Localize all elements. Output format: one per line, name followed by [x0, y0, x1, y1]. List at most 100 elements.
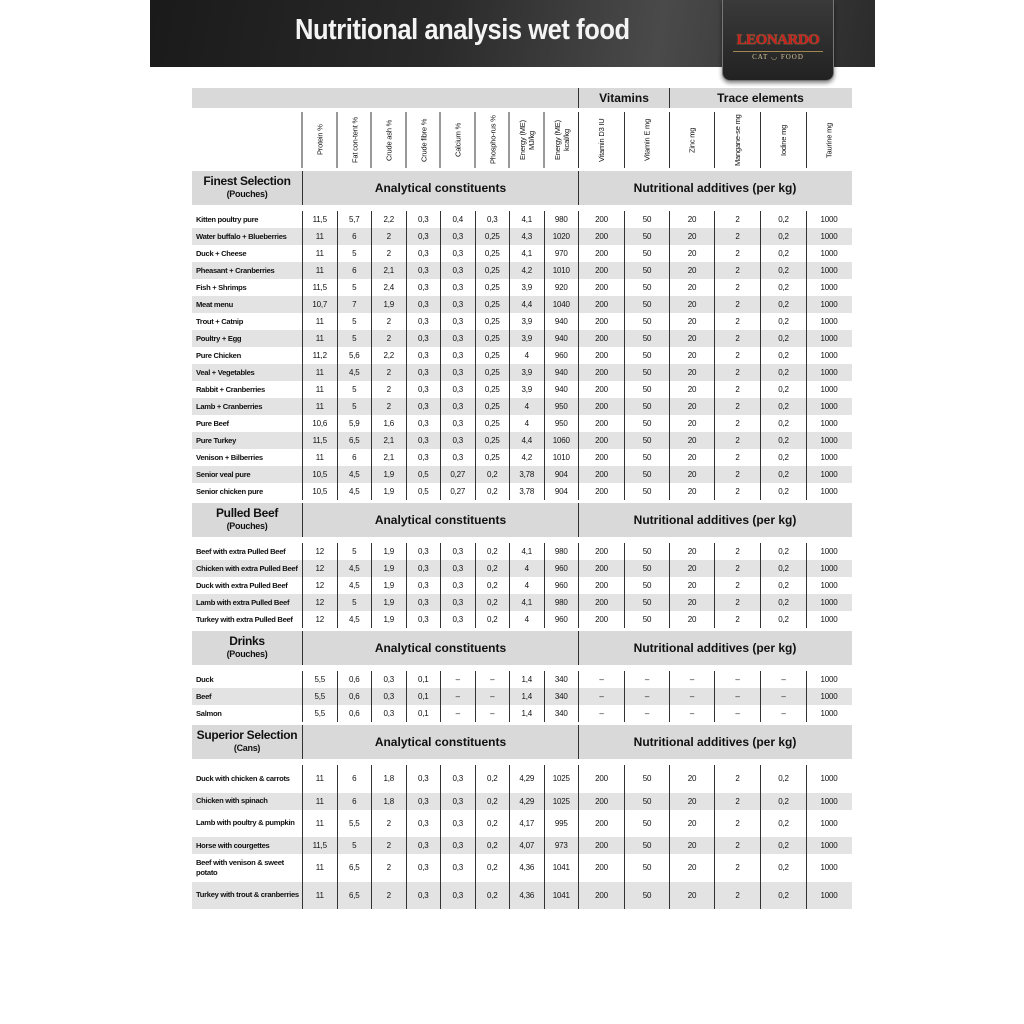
cell-value: 0,25	[474, 347, 510, 364]
cell-value: 50	[624, 854, 669, 882]
cell-value: 0,3	[405, 854, 441, 882]
table-row: Duck 5,5 0,6 0,3 0,1– –1,4 340– – – – –1000	[192, 671, 852, 688]
cell-value: 20	[669, 398, 714, 415]
column-header: Fat con-tent %	[336, 112, 371, 168]
column-header: Crude fibre %	[405, 112, 440, 168]
cell-value: 0,3	[371, 688, 406, 705]
cell-value: 4,36	[509, 881, 544, 909]
cell-value: 20	[669, 279, 714, 296]
product-name: Poultry + Egg	[196, 333, 242, 343]
cell-value: 20	[669, 313, 714, 330]
cell-value: 20	[669, 262, 714, 279]
cell-value: 200	[578, 881, 624, 909]
cell-value: 0,27	[440, 466, 475, 483]
section-title: Finest Selection	[203, 174, 291, 188]
cell-value: 0,3	[440, 594, 475, 611]
cell-value: –	[624, 671, 669, 688]
cell-value: 1,6	[371, 415, 406, 432]
cell-value: 50	[624, 364, 669, 381]
cell-value: 0,3	[405, 577, 441, 594]
cell-value: 0,2	[760, 211, 806, 228]
cell-value: 2	[714, 245, 760, 262]
nutritional-additives-label: Nutritional additives (per kg)	[578, 503, 851, 537]
cell-value: 2,1	[371, 432, 406, 449]
table-row: Pure Beef 10,6 5,9 1,6 0,3 0,3 0,25 4 950 200 50 20…	[192, 415, 852, 432]
cell-value: 5	[336, 543, 372, 560]
cell-value: 1,4	[509, 688, 544, 705]
cell-value: 0,25	[474, 381, 510, 398]
cell-value: 0,25	[474, 330, 510, 347]
product-name: Veal + Vegetables	[196, 367, 255, 377]
cell-value: 20	[669, 543, 714, 560]
section-title: Pulled Beef	[215, 506, 279, 520]
product-name: Horse with courgettes	[196, 840, 270, 850]
cell-value: 5	[336, 245, 372, 262]
cell-value: 1000	[806, 313, 851, 330]
cell-value: 0,3	[405, 228, 441, 245]
cell-value: 0,3	[405, 330, 441, 347]
cell-value: 0,3	[440, 313, 475, 330]
cell-value: 0,3	[440, 398, 475, 415]
cell-value: 0,25	[474, 364, 510, 381]
cell-value: 0,2	[760, 381, 806, 398]
cell-value: 340	[543, 688, 579, 705]
section-pack: (Cans)	[233, 743, 261, 753]
page-title: Nutritional analysis wet food	[295, 14, 630, 46]
cell-value: 1000	[806, 211, 851, 228]
cell-value: 2,1	[371, 262, 406, 279]
cell-value: 2	[371, 398, 406, 415]
cell-value: 0,2	[474, 594, 510, 611]
cell-value: 4,5	[336, 364, 372, 381]
cell-value: 5	[336, 279, 372, 296]
cell-value: 1020	[543, 228, 579, 245]
cell-value: –	[714, 688, 760, 705]
cell-value: 3,9	[509, 364, 544, 381]
table-row: Salmon 5,5 0,6 0,3 0,1– –1,4 340– – – – –1000	[192, 705, 852, 722]
product-name: Fish + Shrimps	[196, 282, 247, 292]
cell-value: 2,2	[371, 347, 406, 364]
cell-value: 4,1	[509, 245, 544, 262]
cell-value: 2,2	[371, 211, 406, 228]
cell-value: 2	[714, 296, 760, 313]
cell-value: 0,2	[760, 364, 806, 381]
cell-value: 2	[714, 854, 760, 882]
cell-value: 20	[669, 296, 714, 313]
cell-value: 200	[578, 466, 624, 483]
cell-value: 50	[624, 792, 669, 810]
cell-value: –	[578, 705, 624, 722]
cell-value: –	[714, 705, 760, 722]
cell-value: 1000	[806, 279, 851, 296]
cell-value: 50	[624, 809, 669, 837]
cell-value: 950	[543, 415, 579, 432]
cell-value: 0,2	[474, 560, 510, 577]
cell-value: 0,3	[440, 881, 475, 909]
cell-value: 2	[714, 765, 760, 793]
group-blank	[192, 88, 578, 108]
cell-value: 0,3	[405, 611, 441, 628]
table-row: Pheasant + Cranberries 11 6 2,1 0,3 0,3 0,25 4,…	[192, 262, 852, 279]
cell-value: –	[714, 671, 760, 688]
cell-value: 200	[578, 837, 624, 854]
cell-value: 995	[543, 809, 579, 837]
cell-value: 2	[714, 432, 760, 449]
cell-value: 0,3	[405, 381, 441, 398]
cell-value: 0,2	[760, 398, 806, 415]
cell-value: 50	[624, 245, 669, 262]
cell-value: 11	[302, 854, 337, 882]
table-row: Duck with extra Pulled Beef 12 4,5 1,9 0,3 0,…	[192, 577, 852, 594]
cell-value: 20	[669, 809, 714, 837]
cell-value: 11,5	[302, 211, 337, 228]
cell-value: 0,2	[760, 279, 806, 296]
cell-value: 20	[669, 594, 714, 611]
cell-value: 2	[371, 809, 406, 837]
cell-value: 0,3	[405, 543, 441, 560]
cell-value: 980	[543, 211, 579, 228]
cell-value: 1,8	[371, 792, 406, 810]
cell-value: 0,2	[474, 809, 510, 837]
cell-value: 50	[624, 279, 669, 296]
cell-value: 0,3	[405, 560, 441, 577]
cell-value: 0,3	[440, 449, 475, 466]
cell-value: –	[474, 688, 510, 705]
cell-value: 4,07	[509, 837, 544, 854]
table-row: Turkey with extra Pulled Beef 12 4,5 1,9 0,3…	[192, 611, 852, 628]
